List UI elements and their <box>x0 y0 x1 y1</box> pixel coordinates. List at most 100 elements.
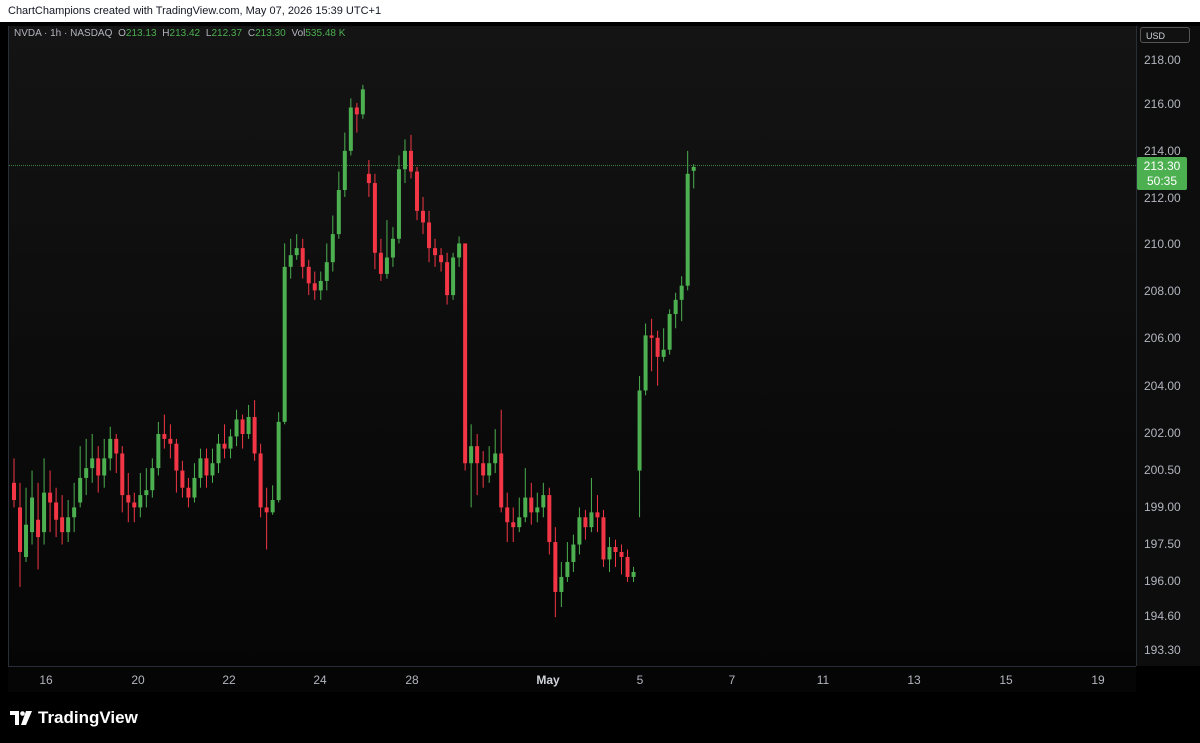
time-tick: 7 <box>728 673 736 687</box>
candle-body <box>354 107 359 115</box>
candle-body <box>96 458 101 476</box>
candle-body <box>306 266 311 284</box>
candle <box>108 426 113 471</box>
candle-body <box>144 490 149 496</box>
candle-body <box>162 434 167 439</box>
price-tick: 206.00 <box>1144 331 1181 345</box>
candle <box>583 509 588 540</box>
price-tick: 197.50 <box>1144 537 1181 551</box>
price-tick: 202.00 <box>1144 426 1181 440</box>
candle <box>90 434 95 483</box>
candle-body <box>60 517 65 533</box>
candle <box>198 448 203 488</box>
candle-body <box>90 458 95 469</box>
candle-body <box>222 443 227 449</box>
price-tick: 214.00 <box>1144 144 1181 158</box>
candle <box>258 443 263 518</box>
candle-body <box>132 502 137 508</box>
candle-body <box>595 512 600 518</box>
candle-body <box>18 507 23 552</box>
price-axis[interactable] <box>1136 26 1200 666</box>
candle-body <box>270 500 275 513</box>
candle <box>390 227 395 267</box>
candle-body <box>30 497 35 533</box>
candle-body <box>529 497 534 513</box>
candle <box>451 252 456 300</box>
candle-body <box>631 571 636 577</box>
price-tick: 208.00 <box>1144 284 1181 298</box>
last-price-value: 213.30 <box>1143 159 1181 173</box>
candle <box>102 438 107 488</box>
candle <box>330 215 335 272</box>
candle-body <box>577 517 582 545</box>
time-tick: 13 <box>907 673 921 687</box>
candle <box>54 487 59 538</box>
candle <box>408 134 413 179</box>
candle-body <box>541 495 546 508</box>
candle-body <box>336 189 341 235</box>
time-tick: 19 <box>1091 673 1105 687</box>
candle-body <box>571 544 576 562</box>
candle <box>294 234 299 260</box>
candle <box>210 448 215 483</box>
candle-body <box>475 446 480 464</box>
candle <box>228 429 233 459</box>
candle-body <box>330 234 335 263</box>
candle <box>162 414 167 449</box>
candle-body <box>601 517 606 560</box>
candle <box>595 495 600 533</box>
candle <box>475 434 480 496</box>
candle-body <box>228 436 233 449</box>
time-tick: 5 <box>636 673 644 687</box>
candle-body <box>372 183 377 253</box>
candle <box>493 429 498 474</box>
candle-body <box>415 171 420 211</box>
tradingview-logo[interactable]: TradingView <box>10 708 138 728</box>
candle <box>18 482 23 587</box>
candle-body <box>559 576 564 592</box>
candle <box>30 470 35 545</box>
candle-body <box>288 255 293 267</box>
candle <box>499 409 504 513</box>
candle <box>541 482 546 518</box>
time-axis[interactable] <box>8 666 1136 693</box>
candle-body <box>457 243 462 258</box>
candle-body <box>493 453 498 464</box>
candle-body <box>300 248 305 267</box>
candle <box>234 409 239 447</box>
candle-body <box>342 150 347 190</box>
candle <box>126 473 131 523</box>
candle-body <box>439 255 444 263</box>
candle-body <box>511 522 516 528</box>
candle-body <box>523 497 528 518</box>
candle <box>138 473 143 518</box>
candle-body <box>216 443 221 464</box>
low-value: 212.37 <box>211 28 243 39</box>
candle <box>120 446 125 513</box>
candle <box>276 412 281 503</box>
candle-body <box>637 390 642 471</box>
candle-body <box>643 335 648 391</box>
candle-body <box>42 492 47 533</box>
candle <box>517 497 522 533</box>
candle <box>318 271 323 300</box>
candle-body <box>138 495 143 508</box>
price-tick: 210.00 <box>1144 237 1181 251</box>
candle <box>439 248 444 272</box>
candle-body <box>505 507 510 523</box>
candle <box>384 220 389 279</box>
candle-body <box>421 210 426 223</box>
candle <box>252 400 257 461</box>
candle <box>354 102 359 133</box>
candle <box>282 243 287 425</box>
time-tick: May <box>536 673 560 687</box>
price-tick: 199.00 <box>1144 500 1181 514</box>
candle <box>12 458 16 508</box>
candle-body <box>607 547 612 560</box>
candle <box>685 150 690 291</box>
price-tick: 196.00 <box>1144 574 1181 588</box>
currency-selector[interactable]: USD <box>1140 27 1190 43</box>
symbol-label[interactable]: NVDA · 1h · NASDAQ <box>14 28 113 39</box>
close-value: 213.30 <box>255 28 286 39</box>
